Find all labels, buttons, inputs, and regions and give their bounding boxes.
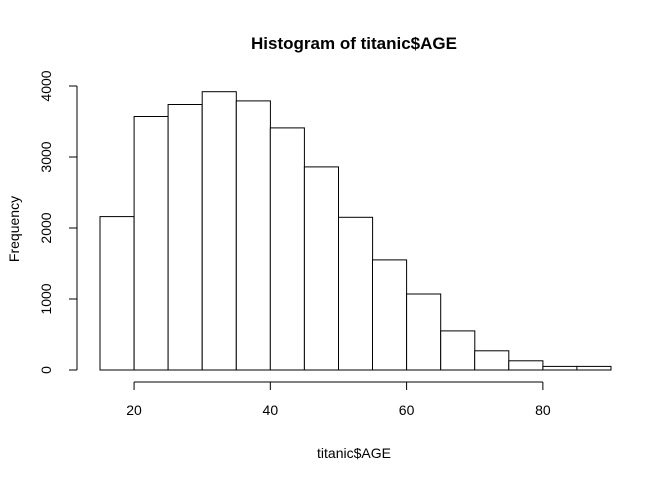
histogram-bar [542, 365, 578, 371]
histogram-bar [269, 127, 305, 371]
chart-title: Histogram of titanic$AGE [251, 34, 457, 53]
x-axis: 20 40 60 80 [126, 381, 551, 418]
y-axis: 0 1000 2000 3000 4000 [38, 70, 78, 374]
histogram-bar [235, 100, 271, 371]
histogram-bar [201, 91, 237, 371]
histogram-bar [372, 259, 408, 371]
histogram-bar [303, 166, 339, 371]
y-tick-label: 3000 [38, 141, 54, 172]
y-tick-label: 2000 [38, 212, 54, 243]
y-tick-label: 0 [38, 366, 54, 374]
x-axis-label: titanic$AGE [317, 445, 391, 461]
y-tick-label: 4000 [38, 70, 54, 101]
histogram-bar [406, 293, 442, 371]
x-tick-label: 40 [263, 402, 279, 418]
y-tick-label: 1000 [38, 283, 54, 314]
x-tick-label: 60 [399, 402, 415, 418]
histogram-bar [474, 350, 510, 371]
histogram-bar [167, 104, 203, 371]
histogram-bar [133, 116, 169, 371]
y-axis-label: Frequency [6, 196, 22, 262]
bars-group [99, 91, 612, 371]
histogram-bar [99, 216, 135, 371]
x-tick-label: 80 [535, 402, 551, 418]
histogram-bar [576, 365, 612, 371]
histogram-bar [338, 216, 374, 371]
x-tick-label: 20 [126, 402, 142, 418]
histogram-bar [508, 360, 544, 371]
histogram-bar [440, 330, 476, 371]
